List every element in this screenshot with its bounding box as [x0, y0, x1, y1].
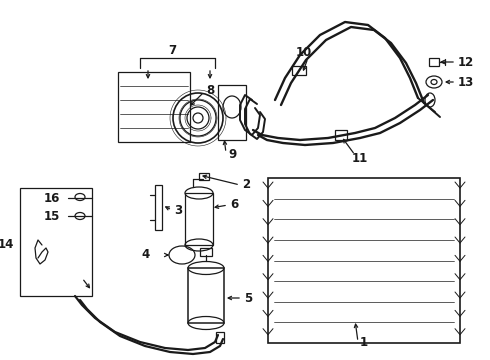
Text: 1: 1 [360, 336, 368, 348]
Text: 5: 5 [244, 292, 252, 305]
Bar [155, 185, 162, 230]
Text: 9: 9 [228, 148, 236, 162]
Text: 10: 10 [296, 45, 312, 58]
Bar [200, 248, 212, 256]
Text: 15: 15 [44, 210, 60, 222]
Text: 14: 14 [0, 238, 14, 252]
Bar [118, 72, 190, 142]
Text: 8: 8 [206, 84, 214, 96]
Text: 12: 12 [458, 55, 474, 68]
Bar [268, 178, 460, 343]
Bar [216, 332, 224, 343]
Bar [429, 58, 439, 66]
Text: 16: 16 [44, 192, 60, 204]
Bar [188, 268, 224, 323]
Bar [185, 193, 213, 245]
Text: 13: 13 [458, 76, 474, 89]
Bar [335, 130, 347, 140]
Bar [20, 188, 92, 296]
Text: 2: 2 [242, 177, 250, 190]
Bar [199, 173, 209, 180]
Text: 7: 7 [168, 44, 176, 57]
Bar [218, 85, 246, 140]
Text: 4: 4 [142, 248, 150, 261]
Text: 3: 3 [174, 203, 182, 216]
Text: 11: 11 [352, 152, 368, 165]
Bar [292, 66, 306, 75]
Text: 6: 6 [230, 198, 238, 211]
